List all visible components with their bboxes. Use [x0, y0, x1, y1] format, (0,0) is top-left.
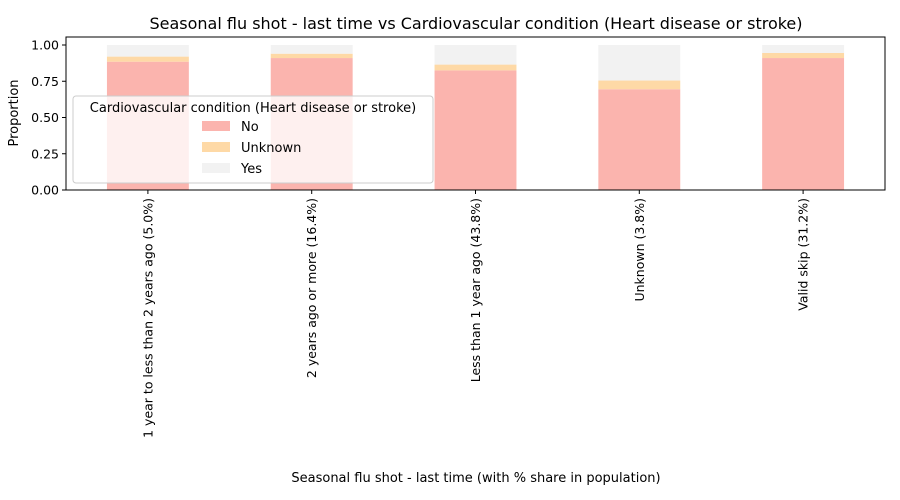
y-tick-label: 0.00: [31, 183, 59, 198]
y-axis-title: Proportion: [7, 79, 22, 146]
bar-segment-yes: [598, 45, 681, 81]
bar-segment-yes: [270, 45, 353, 54]
x-tick-label: 2 years ago or more (16.4%): [304, 198, 319, 378]
legend-label: Yes: [240, 162, 262, 177]
y-tick-label: 0.75: [31, 74, 59, 89]
x-axis: 1 year to less than 2 years ago (5.0%) 2 …: [140, 190, 811, 438]
x-tick-label: 1 year to less than 2 years ago (5.0%): [140, 198, 155, 438]
legend-swatch: [202, 121, 230, 131]
legend-label: Unknown: [241, 141, 301, 156]
y-tick-label: 0.25: [31, 146, 59, 161]
bar-segment-unknown: [106, 56, 189, 62]
bar-segment-yes: [434, 45, 517, 65]
legend-swatch: [202, 163, 230, 173]
bar-segment-yes: [762, 45, 845, 53]
x-axis-title: Seasonal flu shot - last time (with % sh…: [291, 471, 660, 486]
y-tick-label: 1.00: [31, 38, 59, 53]
x-tick-label: Valid skip (31.2%): [796, 198, 811, 311]
bar-segment-no: [762, 58, 845, 190]
bar-segment-no: [598, 89, 681, 190]
legend-entries: No Unknown Yes: [202, 120, 301, 177]
legend-label: No: [241, 120, 259, 135]
bar-segment-no: [434, 70, 517, 191]
x-tick-label: Unknown (3.8%): [632, 198, 647, 302]
legend-title: Cardiovascular condition (Heart disease …: [90, 101, 416, 116]
y-tick-label: 0.50: [31, 110, 59, 125]
bar-segment-unknown: [762, 52, 845, 59]
bar-segment-unknown: [598, 80, 681, 90]
bar-segment-unknown: [270, 53, 353, 59]
legend: Cardiovascular condition (Heart disease …: [72, 95, 434, 184]
y-axis: 0.00 0.25 0.50 0.75 1.00: [31, 38, 66, 198]
legend-frame: [72, 95, 434, 184]
bar-segment-yes: [106, 45, 189, 57]
legend-swatch: [202, 142, 230, 152]
bar-segment-unknown: [434, 64, 517, 71]
x-tick-label: Less than 1 year ago (43.8%): [468, 198, 483, 382]
chart-title: Seasonal flu shot - last time vs Cardiov…: [149, 14, 802, 33]
